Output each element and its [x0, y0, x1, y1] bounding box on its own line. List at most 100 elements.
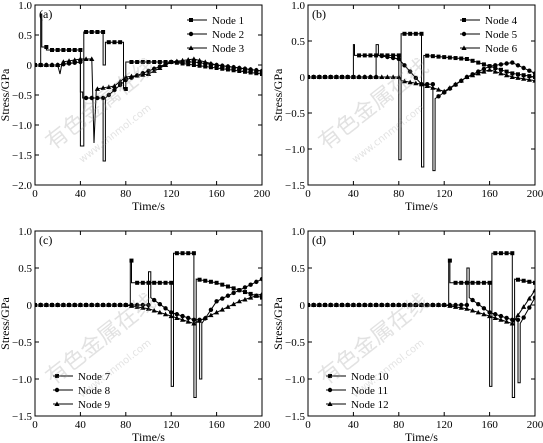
data-point: [459, 280, 464, 285]
data-point: [168, 313, 174, 319]
data-point: [521, 76, 527, 81]
data-point: [61, 48, 66, 52]
data-point: [83, 95, 89, 101]
data-point: [186, 315, 191, 321]
y-tick-label: 0: [27, 60, 33, 72]
x-axis-label: Time/s: [132, 430, 165, 443]
data-point: [179, 317, 186, 322]
data-point: [100, 85, 106, 90]
y-tick-label: −0.5: [285, 337, 305, 349]
data-point: [140, 72, 146, 77]
y-tick-label: −1.0: [12, 374, 32, 386]
data-point: [94, 302, 101, 307]
legend: Node 4 Node 5 Node 6: [460, 15, 518, 55]
x-tick-label: 40: [75, 419, 87, 431]
data-point: [470, 58, 475, 63]
data-point: [430, 54, 435, 59]
data-point: [254, 71, 259, 76]
data-point: [152, 60, 157, 64]
data-point: [476, 301, 481, 307]
data-point: [390, 55, 396, 61]
data-point: [152, 280, 157, 285]
legend-marker: [461, 45, 467, 50]
data-point: [532, 295, 535, 300]
legend: Node 10 Node 11 Node 12: [326, 371, 389, 411]
data-point: [106, 40, 111, 45]
data-point: [197, 277, 202, 282]
data-point: [151, 297, 157, 303]
data-point: [493, 63, 498, 68]
data-point: [38, 62, 44, 67]
data-point: [129, 258, 134, 263]
data-point: [157, 309, 163, 315]
data-point: [208, 65, 213, 70]
data-point: [390, 74, 396, 79]
data-point: [391, 53, 396, 58]
data-point: [180, 251, 185, 256]
x-axis-label: Time/s: [405, 199, 438, 213]
data-point: [521, 278, 526, 283]
x-tick-label: 160: [208, 419, 225, 431]
data-point: [498, 313, 504, 319]
panel-label: (b): [312, 7, 326, 21]
legend-label: Node 6: [485, 43, 518, 55]
legend: Node 7 Node 8 Node 9: [53, 371, 111, 411]
legend-label: Node 2: [212, 29, 244, 41]
plot-frame: [34, 230, 263, 417]
data-point: [373, 302, 379, 307]
panel-label: (c): [39, 233, 52, 247]
legend-label: Node 9: [78, 399, 111, 411]
data-point: [453, 280, 458, 285]
data-point: [100, 302, 106, 307]
data-point: [163, 306, 168, 311]
data-point: [521, 73, 526, 78]
data-point: [396, 56, 401, 62]
data-point: [384, 74, 391, 79]
data-point: [83, 302, 89, 307]
data-point: [253, 293, 259, 298]
data-point: [220, 66, 225, 71]
x-tick-label: 0: [32, 419, 38, 431]
data-point: [430, 302, 436, 307]
data-point: [396, 74, 402, 79]
data-point: [214, 299, 219, 304]
data-point: [504, 251, 509, 256]
data-point: [35, 302, 38, 307]
data-point: [191, 63, 196, 67]
data-point: [196, 318, 203, 323]
data-point: [248, 282, 253, 287]
legend-label: Node 4: [485, 15, 518, 27]
data-point: [50, 48, 55, 52]
data-point: [225, 293, 231, 298]
data-point: [384, 302, 391, 307]
data-point: [162, 311, 169, 317]
data-point: [526, 77, 532, 82]
data-point: [117, 78, 123, 84]
legend-label: Node 1: [212, 15, 244, 27]
legend-marker: [54, 401, 60, 406]
data-point: [185, 57, 191, 62]
data-point: [504, 61, 509, 66]
data-point: [436, 54, 441, 59]
data-point: [94, 86, 101, 91]
series-group: [35, 13, 262, 162]
data-point: [83, 56, 89, 61]
data-point: [55, 48, 60, 52]
data-point: [66, 58, 72, 63]
data-point: [475, 309, 481, 315]
data-point: [390, 302, 396, 307]
data-point: [123, 302, 129, 307]
data-point: [231, 301, 237, 307]
data-point: [487, 280, 492, 285]
data-point: [509, 320, 515, 326]
data-point: [458, 305, 464, 310]
data-point: [487, 67, 493, 72]
y-tick-label: −0.5: [12, 337, 32, 349]
data-point: [470, 280, 475, 285]
legend-marker: [189, 18, 193, 22]
chart-panel-3: 0 40 80 120 160 200 −1.5 −1.0 −0.5 0 0.5 1.0 (c) Time…: [0, 226, 271, 443]
data-point: [77, 56, 83, 61]
plot-frame: [307, 4, 536, 186]
data-point: [407, 302, 413, 307]
